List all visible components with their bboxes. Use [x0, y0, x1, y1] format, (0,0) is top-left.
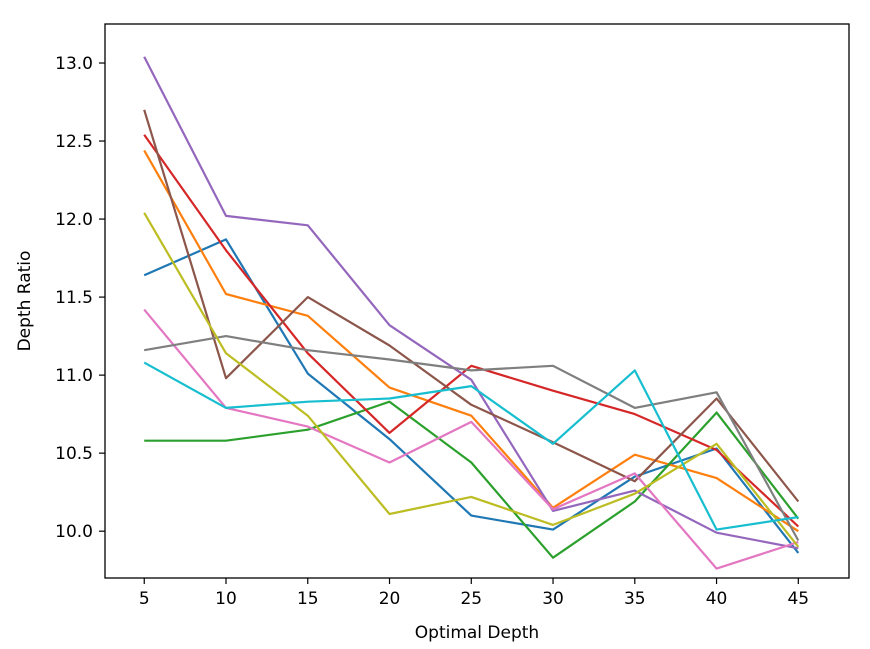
- series-line-9: [143, 212, 800, 548]
- series-lines: [143, 56, 800, 570]
- y-tick-label: 11.5: [55, 288, 93, 308]
- plot-frame: [104, 23, 850, 579]
- series-line-3: [144, 400, 800, 559]
- x-tick-label: 40: [706, 589, 728, 609]
- y-axis: 10.0 10.5 11.0 11.5 12.0 12.5 13.0: [55, 54, 105, 542]
- y-tick-label: 11.0: [55, 366, 93, 386]
- series-line-8: [144, 335, 800, 542]
- x-tick-label: 5: [139, 589, 150, 609]
- y-tick-label: 10.0: [55, 522, 93, 542]
- x-tick-label: 15: [297, 589, 319, 609]
- y-axis-label: Depth Ratio: [15, 251, 35, 352]
- series-line-6: [143, 109, 800, 503]
- x-axis: 5 10 15 20 25 30 35 40 45: [139, 578, 809, 609]
- series-line-7: [143, 308, 799, 570]
- x-tick-label: 25: [460, 589, 482, 609]
- series-line-5: [143, 56, 799, 550]
- x-tick-label: 20: [379, 589, 401, 609]
- y-tick-label: 12.5: [55, 132, 93, 152]
- x-tick-label: 30: [542, 589, 564, 609]
- y-tick-label: 13.0: [55, 54, 93, 74]
- x-axis-label: Optimal Depth: [415, 623, 539, 643]
- x-tick-label: 45: [787, 589, 809, 609]
- series-line-10: [143, 361, 799, 531]
- x-tick-label: 35: [624, 589, 646, 609]
- series-line-2: [143, 149, 799, 533]
- y-tick-label: 10.5: [55, 444, 93, 464]
- series-line-4: [143, 134, 800, 528]
- x-tick-label: 10: [215, 589, 237, 609]
- y-tick-label: 12.0: [55, 210, 93, 230]
